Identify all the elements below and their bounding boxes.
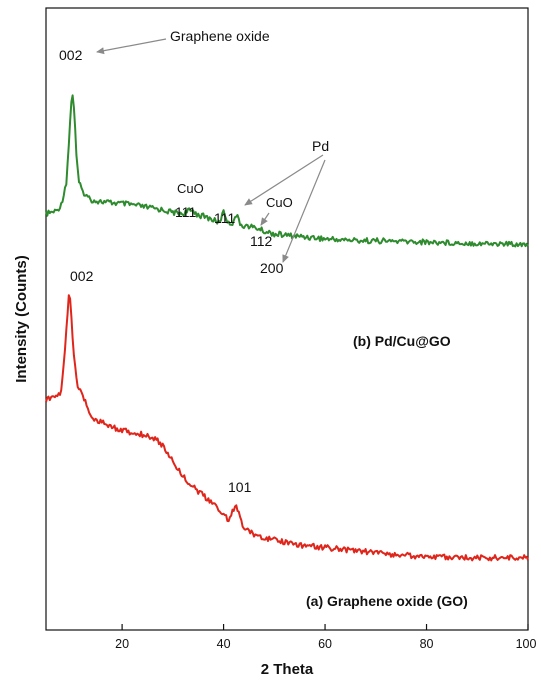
arrow-pd-200: [282, 159, 326, 263]
arrow-graphene-oxide: [96, 38, 167, 55]
green-002-label: 002: [59, 47, 83, 63]
red-101-label: 101: [228, 479, 252, 495]
x-tick-label-80: 80: [420, 637, 434, 651]
cuo-111-label: 111: [175, 204, 196, 220]
x-tick-label-40: 40: [217, 637, 231, 651]
x-tick-label-60: 60: [318, 637, 332, 651]
series-label-green: (b) Pd/Cu@GO: [353, 333, 451, 349]
x-tick-label-100: 100: [516, 637, 537, 651]
series-line-graphene-oxide: [45, 294, 529, 562]
series-layer: [45, 94, 529, 562]
x-axis: 20 40 60 80 100: [115, 624, 536, 651]
arrow-pd-111: [244, 154, 324, 206]
pd-111-label: 111: [214, 210, 235, 226]
cuo-label-2: CuO: [266, 195, 293, 210]
series-line-pd-cu-go: [45, 94, 529, 248]
cuo-112-label: 112: [250, 233, 273, 249]
plot-frame: [45, 7, 529, 631]
y-axis-title: Intensity (Counts): [13, 255, 30, 383]
pd-200-label: 200: [260, 260, 284, 276]
series-label-red: (a) Graphene oxide (GO): [306, 593, 468, 609]
red-002-label: 002: [70, 268, 94, 284]
cuo-label-1: CuO: [177, 181, 204, 196]
graphene-oxide-label: Graphene oxide: [170, 28, 270, 44]
arrow-cuo-112: [260, 212, 270, 226]
x-tick-label-20: 20: [115, 637, 129, 651]
x-axis-title: 2 Theta: [261, 661, 314, 678]
pd-label: Pd: [312, 138, 329, 154]
